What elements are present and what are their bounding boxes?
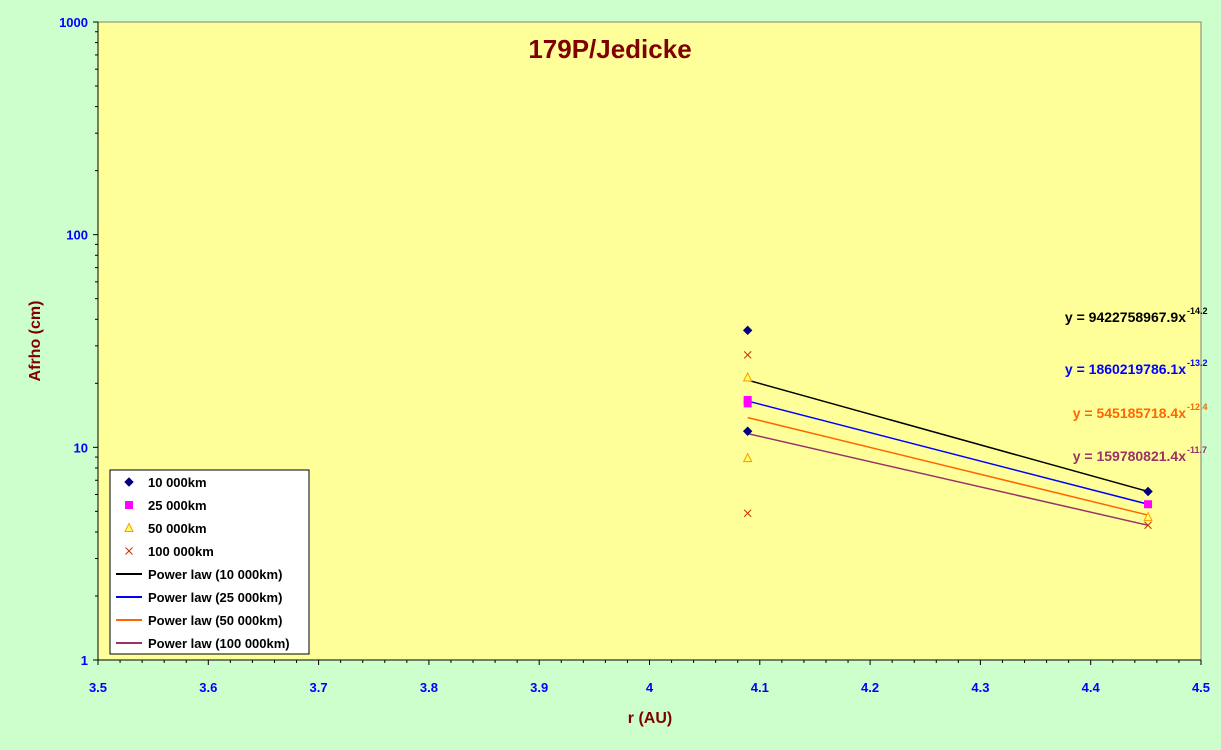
x-tick-label: 4 (646, 680, 654, 695)
data-point (1143, 486, 1153, 497)
legend: 10 000km 25 000km 50 000km 100 000km Power l… (109, 469, 310, 655)
trendline-exponent: -14.2 (1187, 306, 1208, 316)
trendline-equations: y = 9422758967.9x -14.2y = 1860219786.1x -… (1065, 306, 1208, 464)
x-tick-label: 4.2 (861, 680, 879, 695)
trendline (747, 432, 1149, 527)
legend-marker (124, 477, 134, 487)
data-point (1144, 521, 1152, 530)
x-tick-label: 3.7 (310, 680, 328, 695)
trendline-exponent: -12.4 (1187, 402, 1208, 412)
legend-label: Power law (10 000km) (148, 567, 282, 582)
data-points (742, 325, 1153, 530)
y-tick-label: 10 (74, 440, 88, 455)
y-tick-label: 1000 (59, 15, 88, 30)
trendline-equation: y = 9422758967.9x (1065, 309, 1186, 325)
x-tick-label: 4.3 (971, 680, 989, 695)
data-point (742, 325, 753, 336)
trendline-exponent: -11.7 (1187, 445, 1207, 455)
data-point (743, 399, 752, 408)
trendline (747, 379, 1149, 493)
trendline-equation: y = 545185718.4x (1073, 405, 1186, 421)
legend-label: 50 000km (148, 521, 207, 536)
trendline (747, 400, 1149, 505)
trendlines (747, 379, 1149, 527)
legend-label: Power law (50 000km) (148, 613, 282, 628)
x-tick-label: 4.5 (1192, 680, 1210, 695)
trendline-equation: y = 159780821.4x (1073, 448, 1186, 464)
data-point (742, 452, 753, 463)
data-point (742, 426, 753, 436)
legend-marker (125, 547, 133, 555)
legend-box (109, 469, 310, 655)
trendline-exponent: -13.2 (1187, 358, 1208, 368)
data-point (1143, 511, 1153, 522)
legend-label: 25 000km (148, 498, 207, 513)
y-axis-title: Afrho (cm) (27, 301, 44, 382)
data-point (743, 509, 752, 518)
x-tick-label: 3.8 (420, 680, 438, 695)
x-tick-label: 3.9 (530, 680, 548, 695)
x-tick-label: 4.4 (1082, 680, 1101, 695)
axis-ticks: 3.5 3.6 3.7 3.8 3.9 4 4.1 4.2 4.3 4.4 4.5 1 10 100 100… (59, 15, 1210, 695)
data-point (742, 371, 753, 382)
chart-title: 179P/Jedicke (528, 34, 691, 64)
y-tick-label: 1 (81, 653, 88, 668)
x-tick-label: 4.1 (751, 680, 769, 695)
trendline-equation: y = 1860219786.1x (1065, 361, 1186, 377)
legend-marker (125, 501, 133, 509)
data-point (1144, 500, 1153, 509)
y-tick-label: 100 (66, 228, 88, 243)
trendline (747, 416, 1149, 516)
legend-marker (124, 522, 134, 532)
legend-label: Power law (100 000km) (148, 636, 290, 651)
legend-label: Power law (25 000km) (148, 590, 282, 605)
x-axis-title: r (AU) (628, 710, 672, 727)
x-tick-label: 3.5 (89, 680, 107, 695)
x-tick-label: 3.6 (199, 680, 217, 695)
data-point (743, 351, 752, 359)
legend-label: 100 000km (148, 544, 214, 559)
legend-label: 10 000km (148, 475, 207, 490)
